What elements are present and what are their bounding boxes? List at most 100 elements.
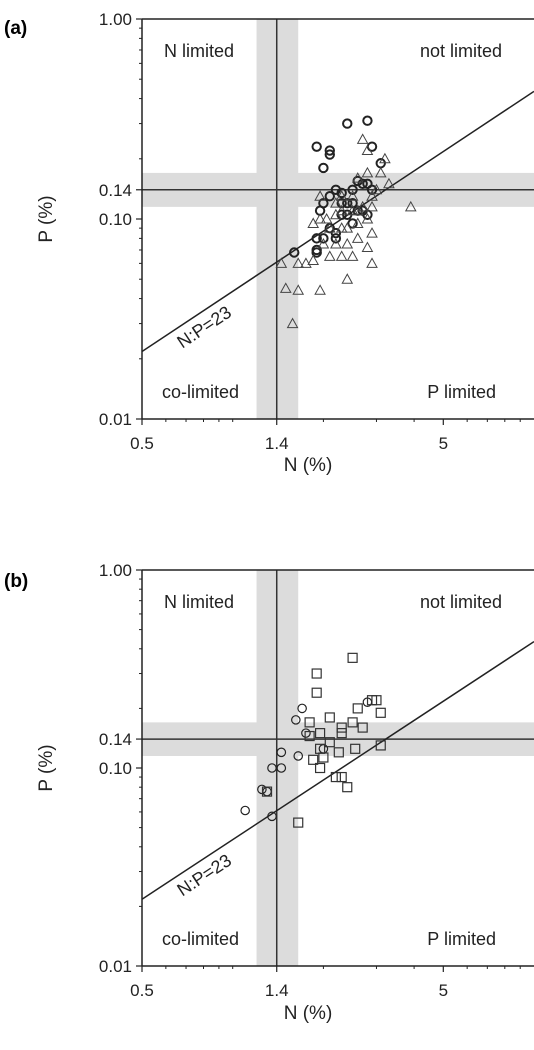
y-tick-label: 1.00: [99, 10, 132, 29]
region-label-p-limited: P limited: [427, 382, 496, 402]
data-point-circle: [347, 197, 358, 209]
data-point-triangle: [351, 217, 364, 228]
data-point-square: [261, 786, 273, 797]
data-point-triangle: [335, 204, 348, 216]
data-point-square: [375, 740, 386, 751]
data-point-triangle: [330, 237, 342, 249]
data-point-triangle: [292, 284, 305, 295]
data-point-square: [293, 817, 304, 828]
data-point-triangle: [356, 133, 369, 144]
y-tick-label: 0.01: [99, 957, 132, 976]
data-point-square: [347, 652, 358, 663]
data-point-circle: [366, 141, 378, 152]
data-point-circle: [301, 728, 311, 738]
data-point-square: [304, 730, 315, 742]
data-point-circle: [324, 149, 335, 160]
data-point-triangle: [307, 217, 320, 228]
x-axis-label: N (%): [284, 1003, 333, 1024]
y-tick-label: 1.00: [99, 561, 132, 580]
data-point-circle: [311, 247, 322, 258]
data-point-triangle: [366, 190, 378, 201]
x-tick-label: 0.5: [130, 981, 154, 1000]
data-point-triangle: [341, 273, 354, 284]
data-point-triangle: [307, 254, 320, 266]
data-point-triangle: [323, 222, 336, 233]
data-point-square: [324, 712, 335, 723]
data-point-circle: [324, 191, 335, 202]
data-point-triangle: [292, 257, 305, 268]
y-tick-label: 0.10: [99, 210, 132, 229]
region-label-co-limited: co-limited: [162, 382, 239, 402]
panel-a: 1.00 0.14 0.10 0.01 0.5 1.4 5 N (%) P (%) (a) N li…: [4, 10, 534, 476]
data-point-circle: [362, 115, 373, 126]
y-axis-label: P (%): [36, 744, 57, 791]
data-point-circle: [347, 184, 358, 195]
data-point-square: [308, 754, 319, 765]
x-tick-label: 1.4: [265, 981, 289, 1000]
plot-area: [142, 570, 534, 966]
y-tick-label: 0.10: [99, 759, 132, 778]
x-tick-label: 5: [439, 434, 448, 453]
y-tick-label: 0.14: [99, 181, 132, 200]
data-point-square: [304, 717, 315, 728]
data-point-triangle: [346, 250, 359, 261]
data-point-triangle: [300, 257, 312, 268]
data-point-triangle: [351, 232, 364, 243]
panel-label: (b): [4, 571, 28, 592]
x-tick-label: 5: [439, 981, 448, 1000]
region-label-not-limited: not limited: [420, 592, 502, 612]
data-point-triangle: [320, 212, 333, 224]
data-point-circle: [240, 805, 250, 816]
panel-label: (a): [4, 18, 27, 39]
data-point-triangle: [404, 200, 417, 212]
region-label-p-limited: P limited: [427, 929, 496, 949]
y-tick-label: 0.01: [99, 410, 132, 429]
data-point-triangle: [330, 197, 342, 208]
data-point-square: [357, 722, 368, 733]
x-tick-label: 0.5: [130, 434, 154, 453]
np-ratio-line: [142, 90, 534, 353]
data-point-circle: [267, 811, 277, 822]
data-point-square: [311, 687, 322, 698]
data-point-triangle: [356, 200, 369, 212]
data-point-square: [336, 728, 347, 739]
data-point-circle: [318, 233, 329, 244]
data-point-square: [330, 771, 341, 783]
data-point-circle: [276, 747, 287, 758]
data-point-triangle: [335, 250, 348, 261]
data-point-square: [350, 743, 361, 754]
y-axis-label: P (%): [36, 195, 57, 242]
data-point-circle: [347, 218, 358, 229]
data-point-triangle: [374, 166, 387, 178]
data-point-circle: [342, 118, 353, 129]
data-point-triangle: [379, 152, 391, 164]
region-label-n-limited: N limited: [164, 592, 234, 612]
data-point-triangle: [346, 204, 359, 216]
data-point-triangle: [286, 317, 299, 329]
data-point-triangle: [361, 212, 374, 224]
data-point-circle: [267, 763, 277, 773]
data-point-square: [333, 747, 344, 758]
data-point-circle: [293, 751, 304, 761]
data-point-triangle: [366, 257, 378, 268]
data-point-triangle: [317, 237, 330, 249]
data-point-triangle: [366, 200, 378, 212]
plot-area: [142, 19, 534, 419]
data-point-triangle: [370, 183, 383, 195]
y-tick-label: 0.14: [99, 730, 132, 749]
data-point-square: [311, 668, 322, 679]
data-point-circle: [330, 227, 342, 239]
data-point-triangle: [361, 144, 374, 156]
data-point-circle: [324, 145, 335, 156]
data-point-triangle: [366, 227, 378, 238]
data-point-circle: [357, 178, 368, 189]
data-point-circle: [318, 162, 329, 174]
data-point-triangle: [314, 284, 326, 295]
data-point-triangle: [361, 241, 374, 253]
data-point-square: [336, 722, 347, 733]
data-point-triangle: [275, 257, 288, 268]
data-point-triangle: [335, 190, 348, 201]
data-point-square: [336, 771, 347, 783]
data-point-triangle: [314, 190, 326, 201]
